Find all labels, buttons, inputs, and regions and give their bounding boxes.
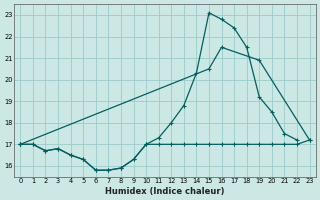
X-axis label: Humidex (Indice chaleur): Humidex (Indice chaleur) <box>105 187 225 196</box>
